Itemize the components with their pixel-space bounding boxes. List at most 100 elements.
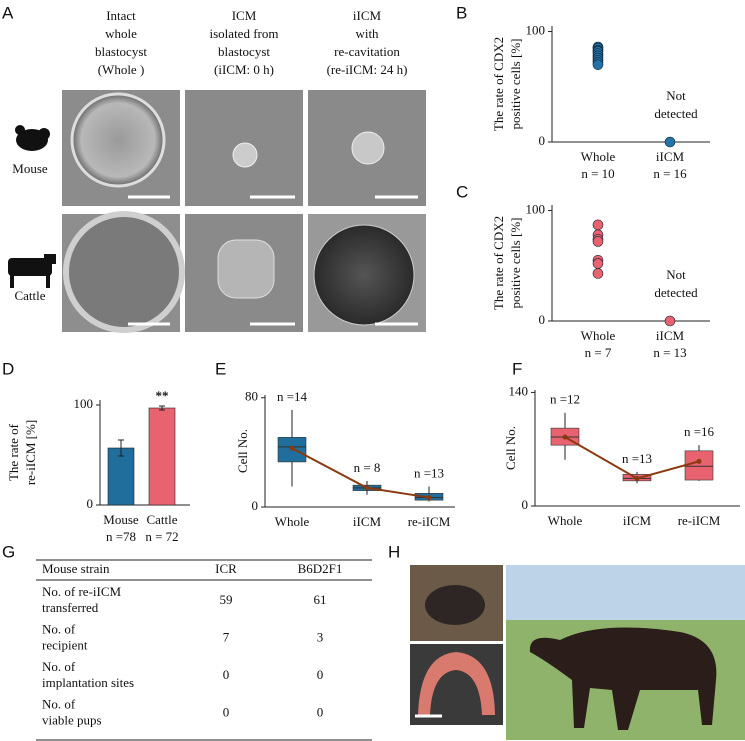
panel-label: E xyxy=(215,359,226,378)
x-tick-label: iICM xyxy=(353,514,382,529)
photo-detail xyxy=(418,652,495,715)
blastocyst xyxy=(63,211,185,333)
mean-point xyxy=(426,494,432,500)
mean-point xyxy=(696,458,702,464)
column-header: Intact xyxy=(106,8,136,23)
y-axis-label: The rate of xyxy=(6,423,21,481)
table-cell: 59 xyxy=(220,592,233,607)
y-tick-label: 100 xyxy=(74,396,94,411)
table-cell: 7 xyxy=(223,629,230,644)
panel-label: G xyxy=(2,542,15,561)
n-label: n = 16 xyxy=(653,166,687,181)
column-header: (re-iICM: 24 h) xyxy=(327,62,408,77)
y-tick-label: 100 xyxy=(526,202,546,217)
data-point xyxy=(592,219,604,231)
box xyxy=(684,450,714,481)
column-header: with xyxy=(355,26,379,41)
x-tick-label: iICM xyxy=(623,513,652,528)
table-cell: viable pups xyxy=(42,712,102,727)
data-point xyxy=(664,136,676,148)
y-axis-label: The rate of CDX2 xyxy=(491,216,506,310)
column-header: blastocyst xyxy=(218,44,270,59)
table-cell: transferred xyxy=(42,600,99,615)
table-cell: recipient xyxy=(42,637,88,652)
error-bar xyxy=(159,405,165,411)
scale-bars xyxy=(128,195,418,326)
table-cell: No. of xyxy=(42,659,76,674)
column-header: ICM xyxy=(232,8,257,23)
panel-label: B xyxy=(456,3,467,22)
table-cell: No. of xyxy=(42,696,76,711)
table-cell: 61 xyxy=(314,592,327,607)
annotation: detected xyxy=(654,106,698,121)
column-header: (iICM: 0 h) xyxy=(214,62,274,77)
mean-point xyxy=(289,445,295,451)
table-header: B6D2F1 xyxy=(298,561,343,576)
n-label: n =16 xyxy=(684,424,715,439)
y-tick-label: 140 xyxy=(509,383,529,398)
column-header: iICM xyxy=(353,8,382,23)
icm xyxy=(217,239,275,299)
table-header: Mouse strain xyxy=(42,561,110,576)
x-tick-label: iICM xyxy=(656,328,685,343)
panel-label: H xyxy=(388,542,400,561)
error-bar xyxy=(118,439,124,457)
annotation: detected xyxy=(654,285,698,300)
panel-label: F xyxy=(512,359,522,378)
annotation: Not xyxy=(666,88,686,103)
panel-label: C xyxy=(456,182,468,201)
icm xyxy=(232,142,258,168)
y-tick-label: 0 xyxy=(522,497,529,512)
x-tick-label: Cattle xyxy=(146,512,177,527)
x-tick-label: iICM xyxy=(656,149,685,164)
panel-h-photos xyxy=(410,565,745,740)
n-label: n =12 xyxy=(550,392,580,407)
y-axis-label: Cell No. xyxy=(235,429,250,473)
mean-point xyxy=(634,475,640,481)
bar xyxy=(107,447,135,506)
calf xyxy=(529,627,717,730)
y-axis-label: positive cells [%] xyxy=(508,218,523,309)
column-header: whole xyxy=(105,26,137,41)
y-axis-label: The rate of CDX2 xyxy=(491,37,506,131)
y-tick-label: 80 xyxy=(245,389,258,404)
y-axis-label: Cell No. xyxy=(503,426,518,470)
blastocyst xyxy=(70,92,166,188)
mean-point xyxy=(562,434,568,440)
table-cell: 0 xyxy=(317,667,324,682)
bar xyxy=(148,407,176,506)
panel-a-images xyxy=(8,90,426,333)
y-tick-label: 100 xyxy=(526,23,546,38)
x-tick-label: Whole xyxy=(581,149,616,164)
y-axis-label: re-iICM [%] xyxy=(23,420,38,485)
x-tick-label: Mouse xyxy=(103,512,139,527)
table-cell: No. of re-iICM xyxy=(42,584,122,599)
photo-detail xyxy=(425,585,485,625)
panel-label: A xyxy=(2,3,14,22)
table-cell: 0 xyxy=(223,667,230,682)
data-point xyxy=(592,268,604,279)
table-cell: 3 xyxy=(317,629,324,644)
n-label: n = 7 xyxy=(585,345,612,360)
y-axis-label: positive cells [%] xyxy=(508,39,523,130)
row-label: Cattle xyxy=(14,288,45,303)
table-cell: No. of xyxy=(42,621,76,636)
y-tick-label: 0 xyxy=(539,312,546,327)
n-label: n =78 xyxy=(106,529,136,544)
mean-point xyxy=(364,485,370,491)
column-header: isolated from xyxy=(210,26,279,41)
animal-icons xyxy=(8,125,56,288)
photo-sky xyxy=(506,565,745,620)
column-header: re-cavitation xyxy=(334,44,400,59)
x-tick-label: Whole xyxy=(581,328,616,343)
table-header: ICR xyxy=(215,561,237,576)
y-tick-label: 0 xyxy=(252,498,259,513)
box xyxy=(277,437,307,463)
n-label: n =13 xyxy=(414,465,444,480)
column-header: (Whole ) xyxy=(98,62,145,77)
x-tick-label: re-iICM xyxy=(678,513,721,528)
table-cell: 0 xyxy=(223,704,230,719)
column-header: blastocyst xyxy=(95,44,147,59)
